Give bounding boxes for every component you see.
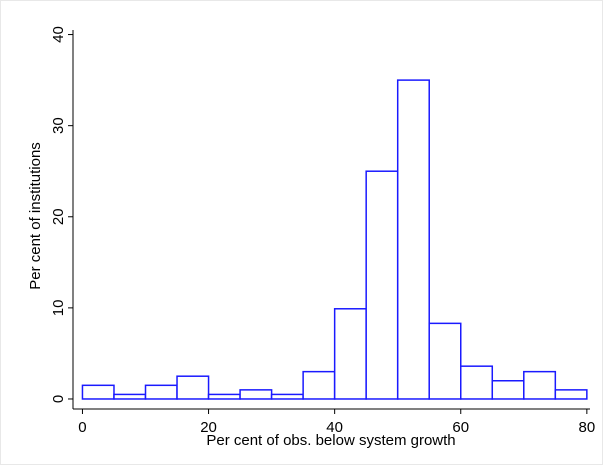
bar xyxy=(113,393,147,400)
bar xyxy=(554,389,588,400)
y-tick-label: 30 xyxy=(50,117,67,134)
bar xyxy=(365,170,399,400)
bar xyxy=(491,380,525,400)
x-tick-label: 20 xyxy=(200,419,217,436)
y-tick-label: 20 xyxy=(50,208,67,225)
bar xyxy=(144,384,178,400)
y-tick-label: 10 xyxy=(50,300,67,317)
x-tick-label: 40 xyxy=(326,419,343,436)
bar xyxy=(207,393,241,400)
x-axis-label: Per cent of obs. below system growth xyxy=(206,432,455,449)
y-tick-label: 0 xyxy=(50,395,67,403)
bar xyxy=(428,322,462,400)
x-tick-label: 60 xyxy=(452,419,469,436)
bar xyxy=(176,375,210,400)
bar xyxy=(460,365,494,400)
bar xyxy=(81,384,115,400)
x-tick-label: 80 xyxy=(579,419,596,436)
bar xyxy=(523,370,557,400)
bar xyxy=(333,308,367,400)
y-tick-label: 40 xyxy=(50,26,67,43)
bar xyxy=(239,389,273,400)
bar xyxy=(302,370,336,400)
bar xyxy=(270,393,304,400)
bar xyxy=(396,79,430,400)
y-axis-label: Per cent of institutions xyxy=(27,142,44,290)
x-tick-label: 0 xyxy=(78,419,86,436)
